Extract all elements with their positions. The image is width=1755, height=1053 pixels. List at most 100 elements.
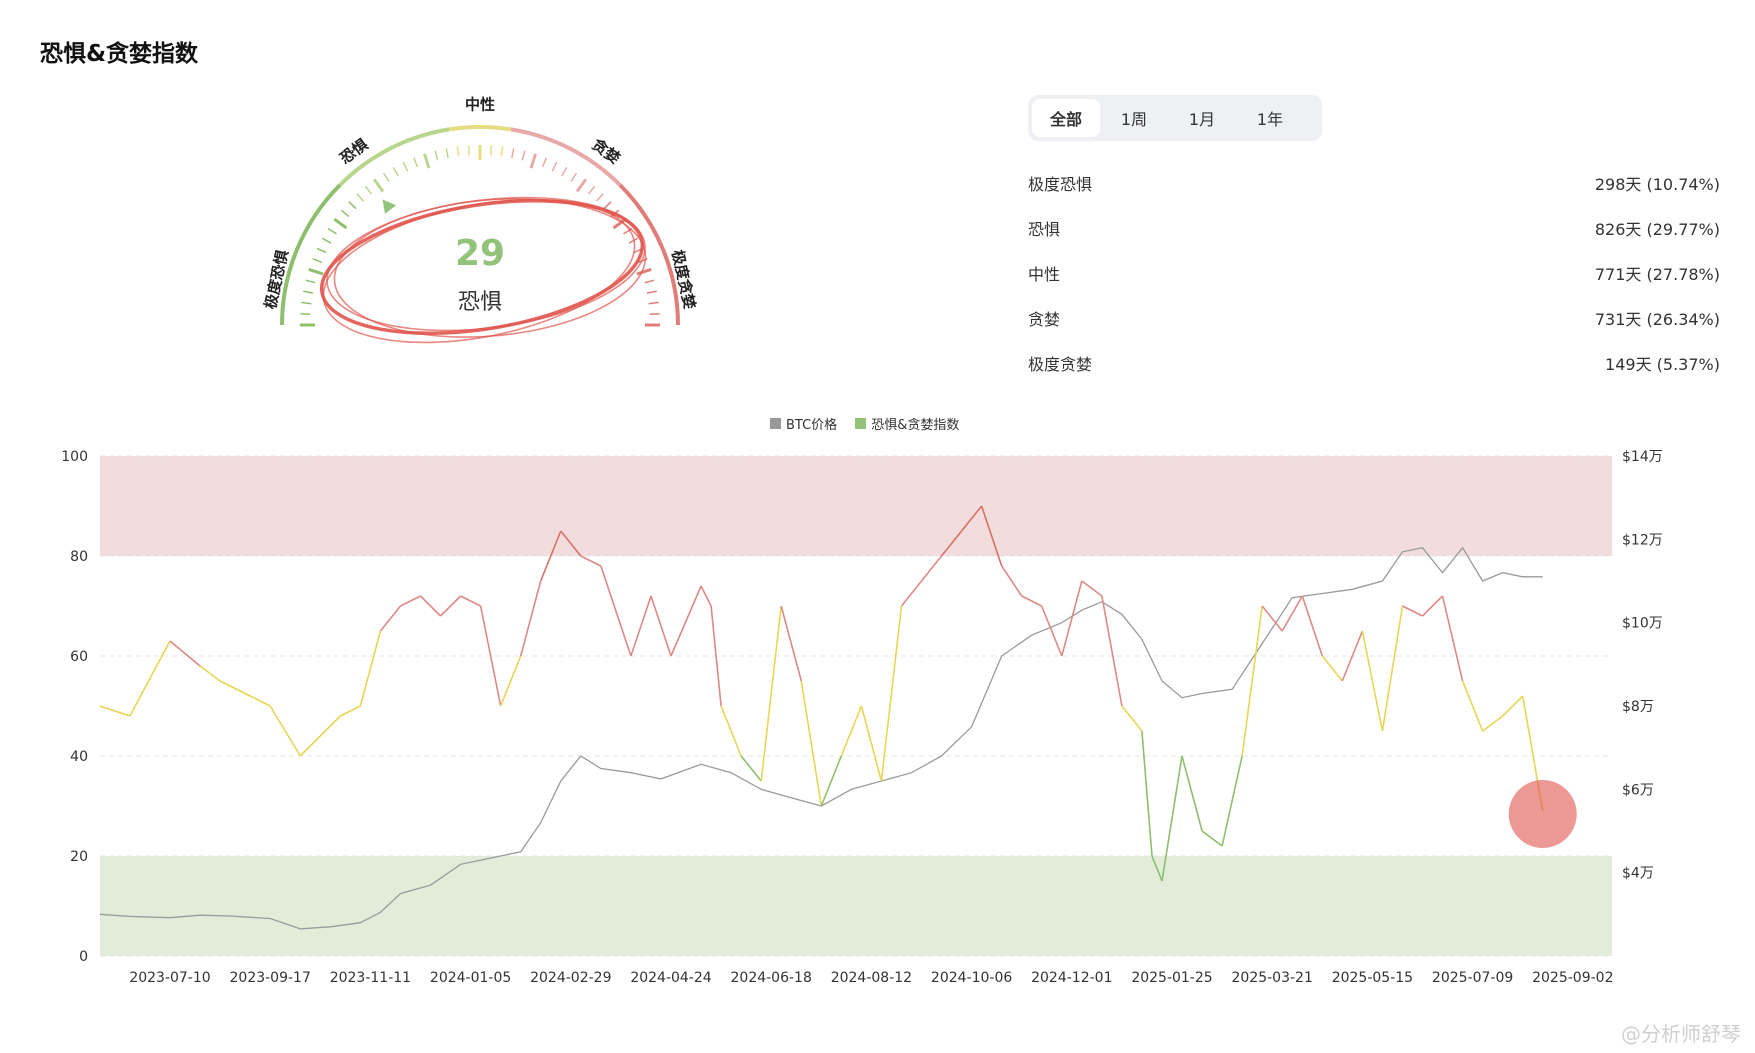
fear-greed-segment — [1421, 595, 1444, 617]
stat-row-greed: 贪婪 731天 (26.34%) — [1028, 295, 1720, 340]
gauge-tick — [413, 157, 419, 168]
fear-greed-segment — [600, 565, 632, 657]
gauge-tick — [467, 145, 471, 156]
gauge-tick — [402, 161, 409, 172]
y-right-tick-label: $8万 — [1622, 699, 1654, 715]
legend-swatch-fear-greed — [855, 418, 867, 429]
gauge-tick — [308, 267, 324, 276]
fear-greed-segment — [99, 705, 131, 717]
tab-1-week[interactable]: 1周 — [1120, 110, 1148, 129]
x-tick-label: 2025-07-09 — [1432, 970, 1513, 986]
fear-greed-segment — [960, 505, 983, 532]
tab-all[interactable]: 全部 — [1032, 99, 1100, 137]
gauge-tick — [489, 145, 493, 156]
fear-greed-segment — [1281, 595, 1303, 632]
gauge-tick — [612, 217, 627, 230]
legend-item-btc-price[interactable]: BTC价格 — [770, 414, 837, 433]
y-left-tick-label: 40 — [70, 749, 88, 765]
arc-extreme-greed — [618, 183, 680, 326]
fear-greed-segment — [860, 705, 883, 782]
fear-greed-segment — [1241, 605, 1263, 757]
fear-greed-segment — [1482, 715, 1504, 732]
x-tick-label: 2023-11-11 — [330, 970, 411, 986]
stat-row-extreme-greed: 极度贪婪 149天 (5.37%) — [1028, 340, 1720, 385]
gauge-tick — [500, 146, 504, 157]
tab-1-year[interactable]: 1年 — [1256, 110, 1284, 129]
fear-greed-segment — [299, 735, 321, 757]
stat-row-extreme-fear: 极度恐惧 298天 (10.74%) — [1028, 160, 1720, 205]
fear-greed-segment — [700, 585, 712, 607]
fear-greed-segment — [1502, 695, 1524, 717]
fear-greed-segment — [199, 665, 221, 682]
y-left-tick-label: 100 — [61, 449, 88, 465]
x-tick-label: 2024-04-24 — [630, 970, 711, 986]
gauge-tick — [511, 148, 515, 159]
x-tick-label: 2025-05-15 — [1332, 970, 1413, 986]
fear-greed-segment — [1221, 755, 1243, 847]
gauge-tick — [445, 148, 449, 159]
gauge-status: 恐惧 — [458, 290, 502, 315]
fear-greed-segment — [1201, 830, 1223, 847]
fear-greed-segment — [1061, 580, 1083, 657]
gauge-tick — [561, 166, 568, 177]
fear-greed-segment — [1341, 630, 1364, 682]
y-right-tick-label: $4万 — [1622, 866, 1654, 882]
gauge-tick — [636, 267, 652, 276]
y-right-tick-label: $14万 — [1622, 449, 1663, 465]
stat-value: 826天 (29.77%) — [1594, 219, 1720, 239]
y-right-tick-label: $6万 — [1622, 782, 1654, 798]
stat-value: 731天 (26.34%) — [1594, 309, 1720, 329]
x-tick-label: 2025-09-02 — [1532, 970, 1613, 986]
x-tick-label: 2025-01-25 — [1131, 970, 1212, 986]
gauge-tick — [587, 185, 596, 195]
fear-greed-segment — [720, 705, 742, 757]
fear-greed-segment — [359, 630, 382, 707]
fear-greed-segment — [1001, 565, 1023, 597]
fear-greed-segment — [1361, 630, 1384, 732]
fear-greed-segment — [1381, 605, 1404, 732]
gauge-tick — [456, 146, 460, 157]
stat-value: 771天 (27.78%) — [1594, 264, 1720, 284]
fear-greed-segment — [900, 580, 923, 607]
extreme-fear-band — [100, 856, 1612, 956]
fear-greed-segment — [1121, 705, 1143, 732]
gauge-tick — [575, 178, 588, 193]
time-range-tabs: 全部 1周 1月 1年 — [1028, 95, 1322, 141]
fear-greed-segment — [920, 555, 943, 582]
latest-point-highlight — [1508, 780, 1577, 848]
gauge-tick — [529, 153, 538, 169]
legend-item-fear-greed[interactable]: 恐惧&贪婪指数 — [855, 414, 959, 433]
fear-greed-segment — [980, 505, 1003, 567]
fear-greed-segment — [740, 755, 762, 782]
arc-extreme-fear — [280, 183, 342, 326]
fear-greed-segment — [319, 715, 341, 737]
fear-greed-segment — [800, 680, 823, 807]
gauge-tick — [434, 150, 439, 161]
fear-greed-segment — [1301, 595, 1324, 657]
tab-1-month[interactable]: 1月 — [1188, 110, 1216, 129]
gauge-tick — [356, 193, 365, 202]
chart-legend: BTC价格 恐惧&贪婪指数 — [770, 414, 959, 433]
gauge-tick — [364, 185, 373, 195]
stats-list: 极度恐惧 298天 (10.74%) 恐惧 826天 (29.77%) 中性 7… — [1028, 160, 1720, 385]
gauge-tick — [303, 290, 314, 294]
gauge-tick — [521, 150, 526, 161]
x-tick-label: 2023-07-10 — [129, 970, 210, 986]
x-tick-label: 2024-02-29 — [530, 970, 611, 986]
y-left-tick-label: 20 — [70, 849, 88, 865]
gauge-tick — [595, 193, 604, 202]
gauge-tick — [603, 201, 612, 210]
fear-greed-segment — [129, 640, 171, 717]
stat-label: 极度贪婪 — [1028, 354, 1093, 374]
stat-value: 149天 (5.37%) — [1605, 354, 1720, 374]
fear-greed-segment — [1141, 730, 1153, 857]
gauge-tick — [648, 301, 659, 305]
fear-greed-segment — [580, 555, 602, 567]
fear-greed-segment — [820, 755, 843, 807]
x-tick-label: 2023-09-17 — [230, 970, 311, 986]
fear-greed-segment — [1402, 605, 1423, 617]
stat-row-neutral: 中性 771天 (27.78%) — [1028, 250, 1720, 295]
fear-greed-segment — [630, 595, 652, 657]
fear-greed-segment — [339, 705, 361, 717]
